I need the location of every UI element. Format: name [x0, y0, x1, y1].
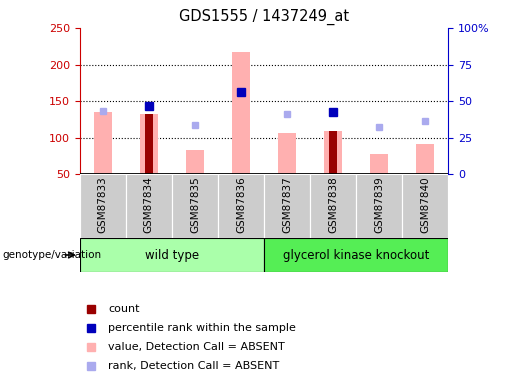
Text: glycerol kinase knockout: glycerol kinase knockout: [283, 249, 429, 261]
Text: GSM87835: GSM87835: [190, 176, 200, 233]
Bar: [145, 114, 153, 174]
Bar: [264, 238, 448, 272]
Bar: [402, 174, 448, 238]
Bar: [356, 174, 402, 238]
Bar: [278, 133, 296, 174]
Bar: [80, 238, 264, 272]
Text: wild type: wild type: [145, 249, 199, 261]
Text: GSM87833: GSM87833: [98, 176, 108, 233]
Text: GSM87836: GSM87836: [236, 176, 246, 233]
Text: genotype/variation: genotype/variation: [3, 250, 101, 260]
Bar: [94, 112, 112, 174]
Text: GSM87838: GSM87838: [328, 176, 338, 233]
Text: percentile rank within the sample: percentile rank within the sample: [108, 323, 296, 333]
Bar: [126, 174, 172, 238]
Bar: [186, 150, 203, 174]
Bar: [324, 130, 342, 174]
Text: count: count: [108, 304, 140, 314]
Text: GSM87839: GSM87839: [374, 176, 384, 233]
Bar: [416, 144, 434, 174]
Bar: [310, 174, 356, 238]
Bar: [232, 52, 250, 174]
Text: GSM87840: GSM87840: [420, 176, 430, 233]
Text: GSM87834: GSM87834: [144, 176, 154, 233]
Bar: [329, 130, 337, 174]
Bar: [264, 174, 310, 238]
Bar: [80, 174, 126, 238]
Bar: [370, 154, 388, 174]
Text: GSM87837: GSM87837: [282, 176, 292, 233]
Title: GDS1555 / 1437249_at: GDS1555 / 1437249_at: [179, 9, 349, 26]
Text: value, Detection Call = ABSENT: value, Detection Call = ABSENT: [108, 342, 285, 352]
Bar: [218, 174, 264, 238]
Text: rank, Detection Call = ABSENT: rank, Detection Call = ABSENT: [108, 361, 280, 370]
Bar: [172, 174, 218, 238]
Bar: [140, 114, 158, 174]
